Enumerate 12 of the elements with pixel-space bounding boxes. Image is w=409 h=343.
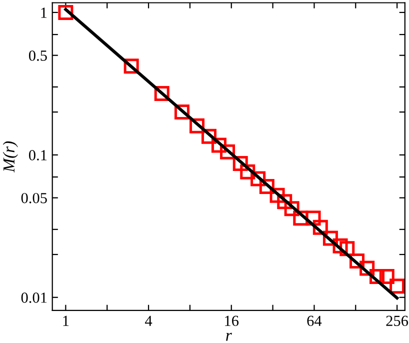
x-tick-label: 4 [145,316,152,326]
y-tick-label: 0.01 [21,292,47,303]
x-tick-label: 256 [386,316,408,326]
y-tick-label: 1 [41,8,47,18]
y-tick-label: 0.5 [28,50,47,61]
y-tick-label: 0.1 [28,150,47,160]
y-tick-label: 0.05 [21,192,47,204]
x-tick-label: 1 [63,316,69,326]
x-axis-title: r [226,332,232,341]
y-axis-title: M(r) [2,141,18,173]
x-tick-label: 16 [225,316,239,326]
x-tick-label: 64 [307,316,322,326]
